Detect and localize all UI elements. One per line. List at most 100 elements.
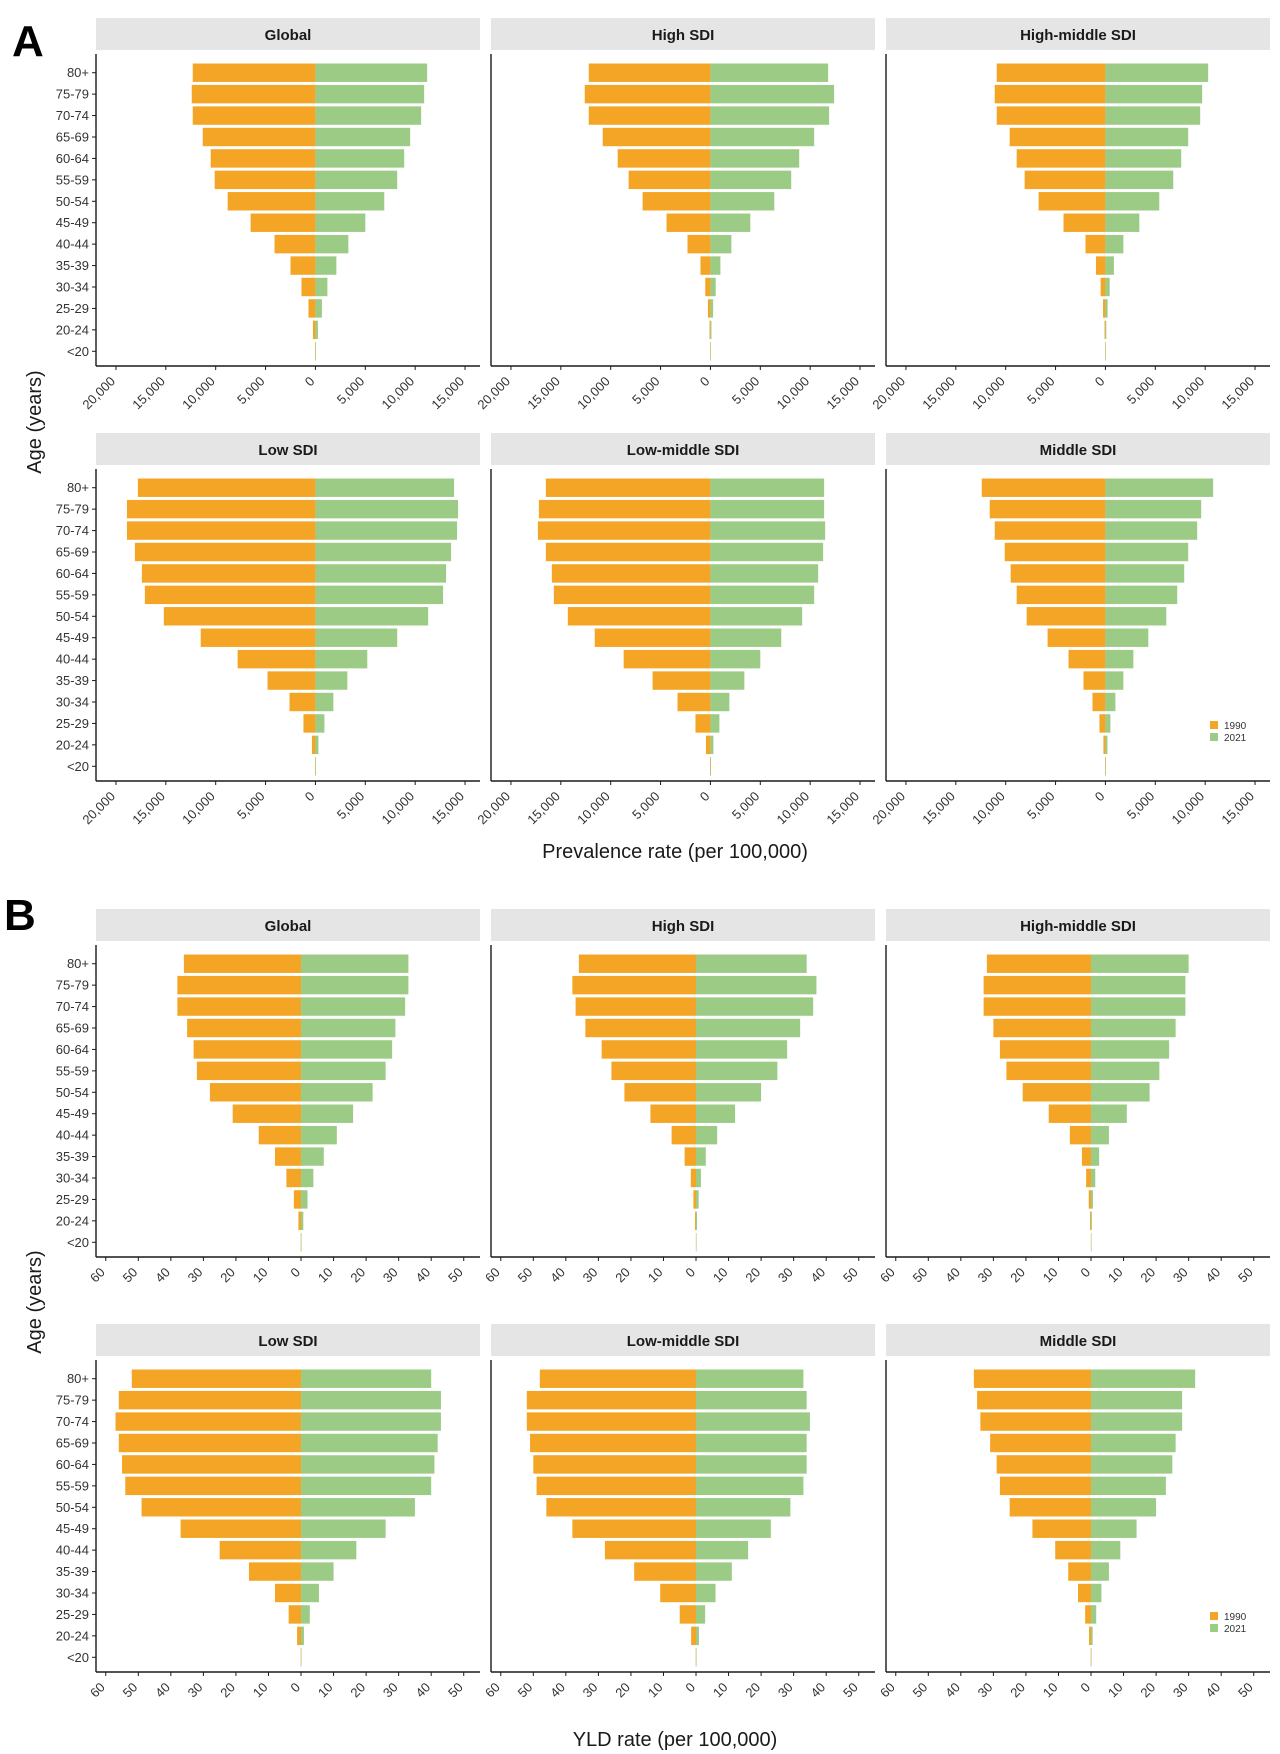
bar-1990 [177, 975, 302, 995]
bar-1990 [604, 1540, 697, 1560]
x-tick-label: 10 [1040, 1265, 1061, 1286]
bar-2021 [710, 714, 720, 733]
bar-1990 [679, 1605, 697, 1624]
bar-2021 [301, 1626, 304, 1646]
x-tick-label: 30 [1170, 1265, 1191, 1286]
bar-1990 [126, 521, 316, 540]
bar-2021 [710, 127, 815, 147]
bar-1990 [660, 1583, 697, 1603]
x-tick-label: 60 [482, 1265, 503, 1286]
bar-1990 [1016, 585, 1106, 605]
y-axis-title: Age (years) [24, 370, 46, 473]
bar-2021 [1091, 1605, 1097, 1624]
bar-2021 [696, 1168, 701, 1188]
bar-2021 [1091, 1648, 1092, 1667]
x-tick-label: 10,000 [774, 374, 813, 413]
bar-2021 [696, 1104, 736, 1123]
bar-2021 [1105, 234, 1124, 254]
y-tick-label: 45-49 [56, 630, 89, 645]
bar-1990 [1081, 1147, 1092, 1166]
bar-2021 [696, 1211, 697, 1231]
facet-panel: Global 80+ 75-79 70-74 65-69 60-64 55-59 50-54 4… [56, 18, 480, 412]
bar-1990 [973, 1369, 1092, 1388]
bar-2021 [1105, 320, 1107, 340]
bar-1990 [214, 170, 316, 190]
bar-2021 [1091, 1147, 1100, 1166]
bar-1990 [572, 1519, 697, 1538]
bar-1990 [219, 1540, 302, 1560]
bar-2021 [301, 1562, 334, 1581]
facet-title: Middle SDI [1040, 442, 1117, 459]
bar-1990 [677, 692, 711, 712]
x-tick-label: 60 [482, 1680, 503, 1701]
bar-2021 [1105, 542, 1189, 562]
bar-2021 [1105, 170, 1174, 190]
bar-1990 [691, 1626, 697, 1646]
x-tick-label: 15,000 [823, 374, 862, 413]
bar-2021 [315, 342, 316, 361]
bar-1990 [628, 170, 711, 190]
y-tick-label: 60-64 [56, 1042, 89, 1057]
bar-2021 [1091, 1168, 1096, 1188]
x-tick-label: 20,000 [869, 789, 908, 828]
y-tick-label: 60-64 [56, 151, 89, 166]
x-tick-label: 30 [380, 1265, 401, 1286]
bar-1990 [1069, 1125, 1092, 1145]
bar-2021 [1091, 1104, 1127, 1123]
x-tick-label: 10 [315, 1680, 336, 1701]
bar-2021 [301, 1147, 324, 1166]
bar-1990 [705, 277, 711, 297]
y-tick-label: 80+ [67, 1371, 89, 1386]
x-tick-label: 20 [612, 1680, 633, 1701]
bar-2021 [710, 192, 775, 211]
bar-1990 [1103, 299, 1106, 318]
y-tick-label: 30-34 [56, 695, 89, 710]
bar-2021 [696, 1498, 791, 1517]
y-tick-label: 60-64 [56, 1457, 89, 1472]
bar-1990 [315, 342, 316, 361]
bar-2021 [1091, 1562, 1109, 1581]
bar-1990 [227, 192, 316, 211]
bar-2021 [1091, 1233, 1092, 1252]
bar-1990 [1048, 1104, 1092, 1123]
bar-2021 [696, 1061, 778, 1081]
bar-1990 [286, 1168, 302, 1188]
x-tick-label: 10 [1105, 1680, 1126, 1701]
y-tick-label: 40-44 [56, 237, 89, 252]
legend-label-2021: 2021 [1224, 1624, 1247, 1635]
bar-1990 [572, 975, 697, 995]
x-tick-label: 10,000 [774, 789, 813, 828]
bar-1990 [1104, 320, 1106, 340]
x-tick-label: 60 [87, 1680, 108, 1701]
y-tick-label: 65-69 [56, 130, 89, 145]
bar-2021 [1105, 63, 1209, 82]
x-tick-label: 5,000 [234, 374, 268, 408]
y-tick-label: <20 [67, 1650, 89, 1665]
facet-strip [96, 18, 480, 50]
bar-1990 [666, 213, 711, 232]
x-tick-label: 30 [1170, 1680, 1191, 1701]
bar-2021 [301, 1125, 337, 1145]
bar-1990 [1009, 127, 1106, 147]
y-tick-label: <20 [67, 344, 89, 359]
x-tick-label: 5,000 [1124, 789, 1158, 823]
bar-2021 [1105, 127, 1189, 147]
bar-2021 [315, 757, 316, 776]
bar-1990 [994, 521, 1106, 540]
x-tick-label: 30 [580, 1265, 601, 1286]
x-tick-label: 20 [217, 1265, 238, 1286]
x-tick-label: 20 [217, 1680, 238, 1701]
y-tick-label: 20-24 [56, 1628, 89, 1643]
x-tick-label: 20 [347, 1680, 368, 1701]
bar-1990 [588, 63, 711, 82]
x-tick-label: 0 [287, 1265, 303, 1281]
x-tick-label: 15,000 [1218, 789, 1257, 828]
bar-1990 [303, 714, 316, 733]
x-tick-label: 10,000 [1169, 789, 1208, 828]
x-tick-label: 5,000 [334, 789, 368, 823]
y-tick-label: 65-69 [56, 545, 89, 560]
facet-strip [96, 909, 480, 941]
panel-a: A Age (years) Prevalence rate (per 100,0… [12, 17, 1270, 863]
bar-1990 [274, 1583, 302, 1603]
bar-2021 [315, 607, 429, 626]
